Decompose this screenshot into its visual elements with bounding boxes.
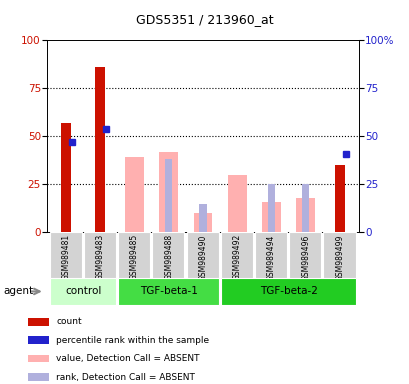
Bar: [95, 67, 105, 232]
Text: GSM989488: GSM989488: [164, 234, 173, 280]
Bar: [227, 175, 246, 232]
Bar: [118, 278, 218, 305]
Text: TGF-beta-2: TGF-beta-2: [259, 286, 317, 296]
Bar: [323, 232, 355, 278]
Text: GDS5351 / 213960_at: GDS5351 / 213960_at: [136, 13, 273, 26]
Text: rank, Detection Call = ABSENT: rank, Detection Call = ABSENT: [56, 372, 195, 382]
Bar: [61, 123, 71, 232]
Bar: [159, 152, 178, 232]
Bar: [267, 184, 274, 232]
Bar: [220, 232, 252, 278]
Text: value, Detection Call = ABSENT: value, Detection Call = ABSENT: [56, 354, 199, 363]
Text: GSM989490: GSM989490: [198, 234, 207, 281]
Text: control: control: [65, 286, 101, 296]
Text: count: count: [56, 317, 82, 326]
Bar: [199, 204, 206, 232]
Text: GSM989494: GSM989494: [266, 234, 275, 281]
Bar: [193, 213, 212, 232]
Bar: [334, 165, 344, 232]
Bar: [28, 355, 49, 362]
Text: percentile rank within the sample: percentile rank within the sample: [56, 336, 209, 345]
Bar: [125, 157, 144, 232]
Bar: [220, 278, 355, 305]
Text: TGF-beta-1: TGF-beta-1: [139, 286, 197, 296]
Bar: [164, 159, 172, 232]
Bar: [49, 278, 116, 305]
Bar: [296, 198, 315, 232]
Bar: [254, 232, 286, 278]
Text: GSM989492: GSM989492: [232, 234, 241, 280]
Bar: [118, 232, 150, 278]
Text: GSM989483: GSM989483: [95, 234, 104, 280]
Bar: [28, 336, 49, 344]
Text: GSM989485: GSM989485: [130, 234, 139, 280]
Bar: [288, 232, 321, 278]
Bar: [49, 232, 81, 278]
Bar: [152, 232, 184, 278]
Bar: [83, 232, 116, 278]
Text: GSM989481: GSM989481: [61, 234, 70, 280]
Bar: [28, 318, 49, 326]
Bar: [261, 202, 280, 232]
Bar: [301, 184, 309, 232]
Text: GSM989499: GSM989499: [335, 234, 344, 281]
Text: GSM989496: GSM989496: [301, 234, 310, 281]
Bar: [28, 373, 49, 381]
Bar: [186, 232, 218, 278]
Text: agent: agent: [3, 286, 33, 296]
